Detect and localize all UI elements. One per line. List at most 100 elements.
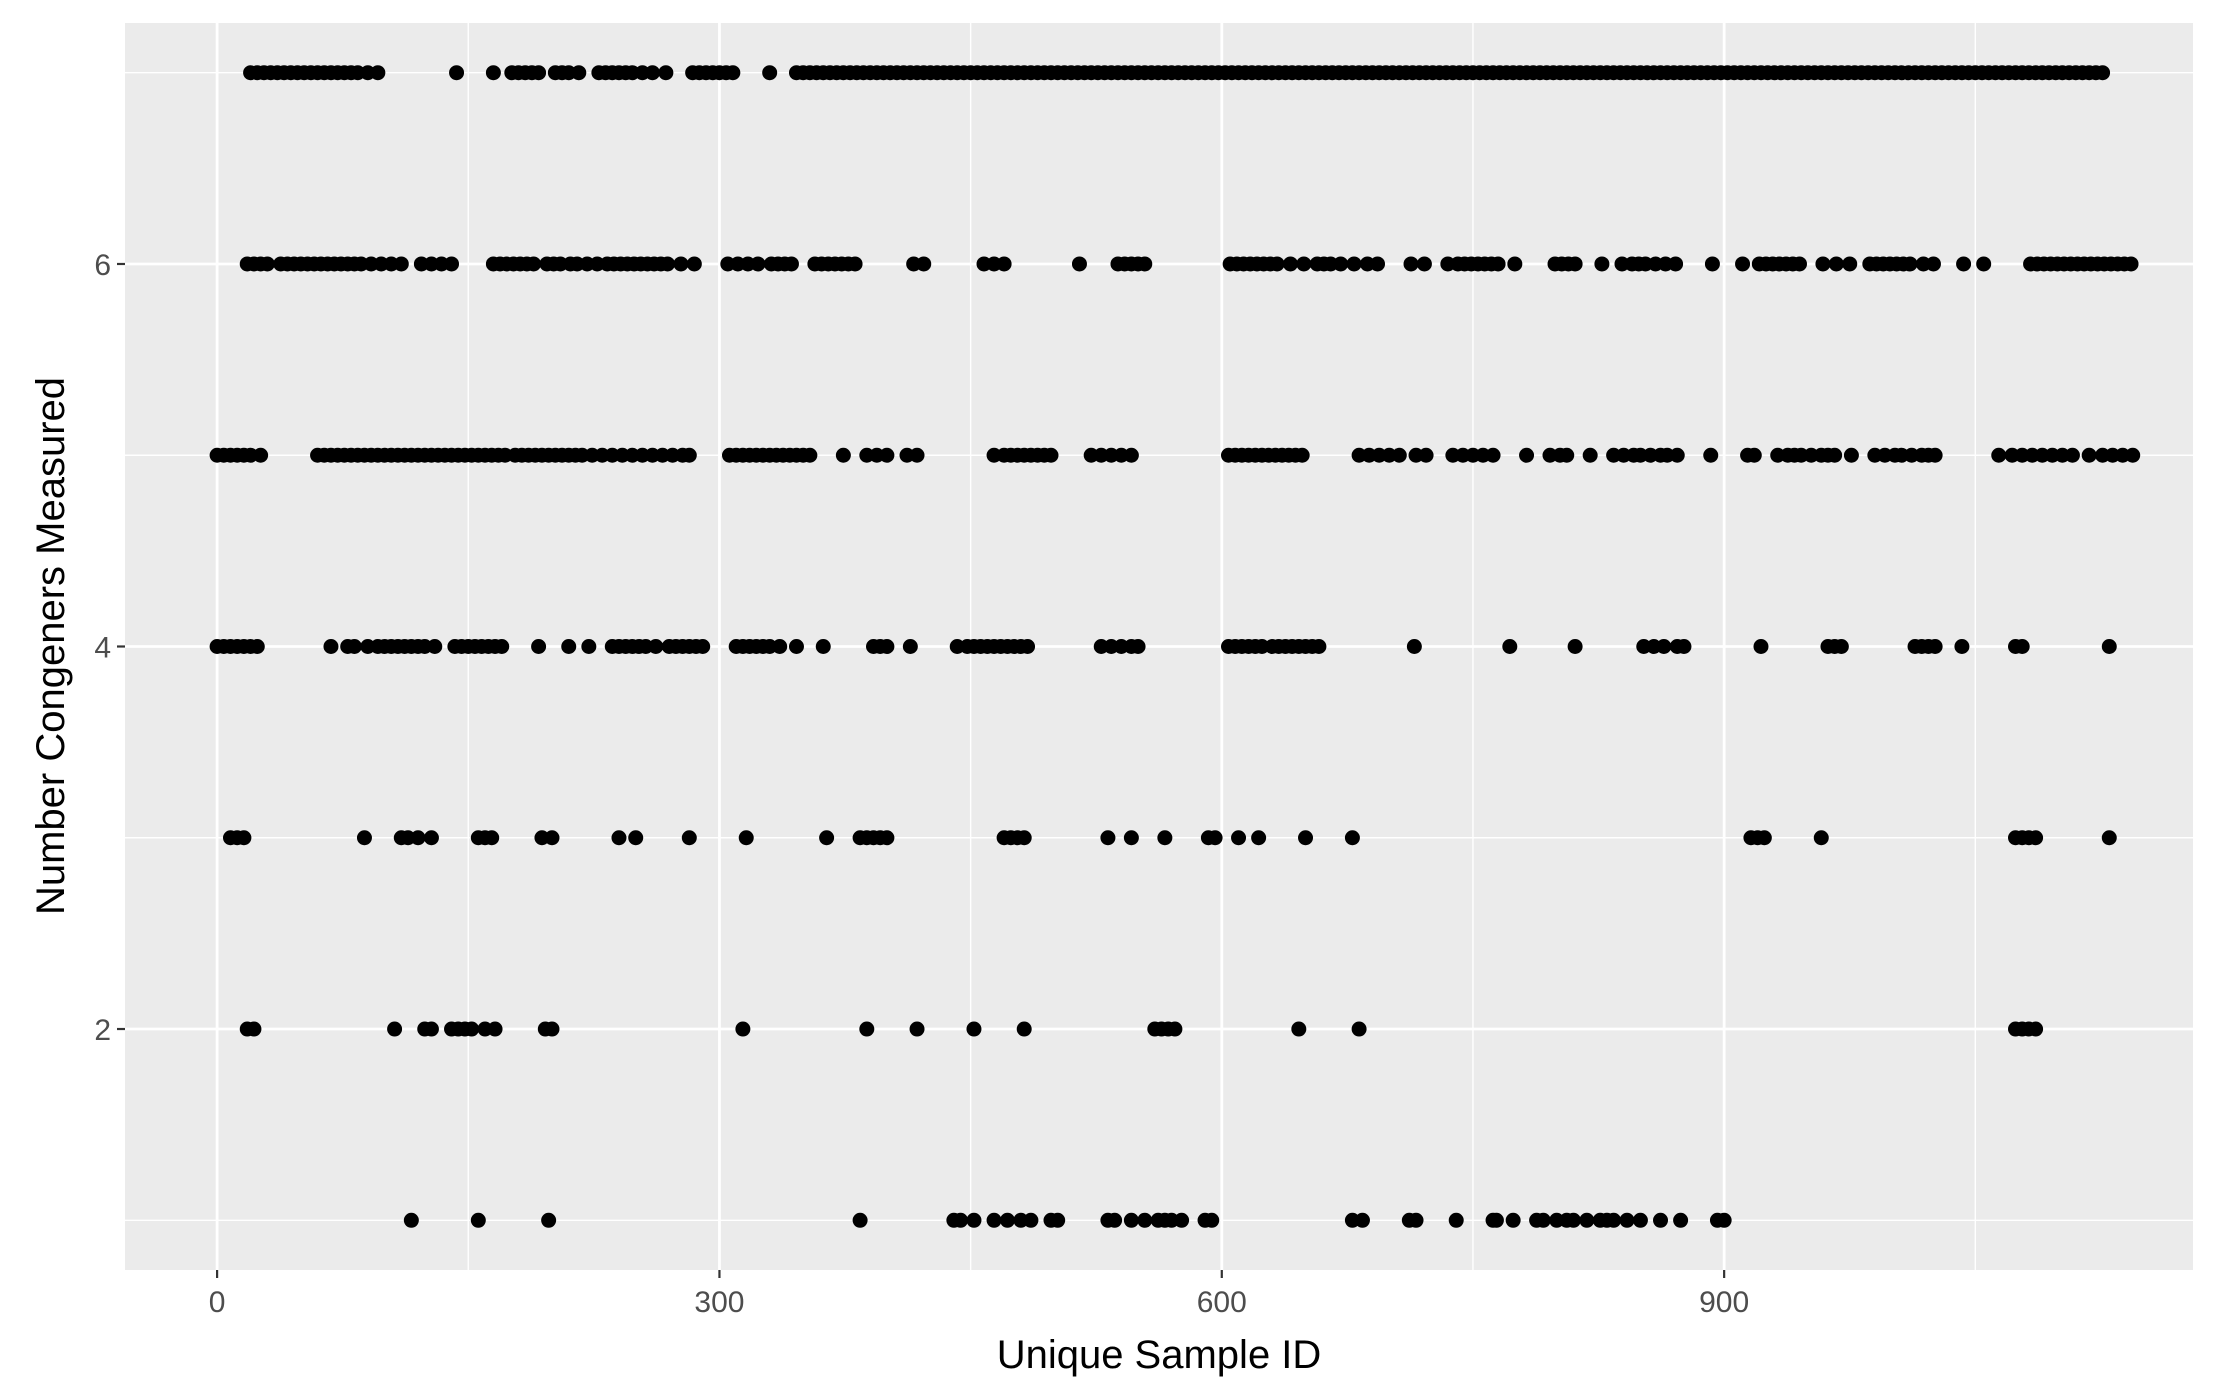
y-tick-label: 2 bbox=[94, 1014, 111, 1047]
data-point bbox=[835, 447, 851, 463]
data-point bbox=[772, 639, 788, 654]
data-point bbox=[1956, 256, 1972, 272]
data-point bbox=[1043, 447, 1059, 463]
data-point bbox=[323, 639, 339, 654]
data-point bbox=[346, 639, 362, 654]
data-point bbox=[1370, 256, 1386, 272]
data-point bbox=[544, 1021, 560, 1037]
data-point bbox=[2095, 65, 2111, 81]
data-point bbox=[1403, 256, 1419, 272]
data-point bbox=[1756, 830, 1772, 846]
data-point bbox=[815, 639, 831, 654]
data-point bbox=[1925, 256, 1941, 272]
data-point bbox=[902, 639, 918, 654]
data-point bbox=[819, 830, 835, 846]
data-point bbox=[750, 256, 766, 272]
data-point bbox=[1351, 1021, 1367, 1037]
data-point bbox=[1927, 447, 1943, 463]
data-point bbox=[1735, 256, 1751, 272]
data-point bbox=[1656, 639, 1672, 654]
data-point bbox=[1107, 1212, 1123, 1228]
data-point bbox=[2101, 639, 2117, 654]
data-point bbox=[725, 65, 741, 81]
data-point bbox=[1416, 256, 1432, 272]
data-point bbox=[571, 65, 587, 81]
data-point bbox=[526, 256, 542, 272]
data-point bbox=[953, 1212, 969, 1228]
data-point bbox=[2125, 447, 2141, 463]
data-point bbox=[783, 256, 799, 272]
data-point bbox=[879, 830, 895, 846]
data-point bbox=[648, 639, 664, 654]
data-point bbox=[249, 639, 265, 654]
data-point bbox=[2101, 830, 2117, 846]
data-point bbox=[1753, 639, 1769, 654]
data-point bbox=[464, 1021, 480, 1037]
data-point bbox=[658, 65, 674, 81]
data-point bbox=[1406, 639, 1422, 654]
data-point bbox=[1485, 447, 1501, 463]
data-point bbox=[909, 447, 925, 463]
data-point bbox=[2123, 256, 2139, 272]
data-point bbox=[393, 256, 409, 272]
data-point bbox=[909, 1021, 925, 1037]
data-point bbox=[859, 1021, 875, 1037]
data-point bbox=[611, 830, 627, 846]
data-point bbox=[1251, 830, 1267, 846]
data-point bbox=[1282, 256, 1298, 272]
data-point bbox=[2028, 1021, 2044, 1037]
data-point bbox=[1123, 1212, 1139, 1228]
data-point bbox=[1827, 447, 1843, 463]
data-point bbox=[1100, 830, 1116, 846]
data-point bbox=[628, 830, 644, 846]
data-point bbox=[1346, 256, 1362, 272]
x-tick-label: 300 bbox=[694, 1286, 744, 1319]
data-point bbox=[1016, 1021, 1032, 1037]
data-point bbox=[484, 830, 500, 846]
data-point bbox=[1991, 447, 2007, 463]
data-point bbox=[1123, 447, 1139, 463]
data-point bbox=[1653, 1212, 1669, 1228]
data-point bbox=[1311, 639, 1327, 654]
data-point bbox=[1902, 256, 1918, 272]
data-point bbox=[1130, 639, 1146, 654]
data-point bbox=[403, 1212, 419, 1228]
data-point bbox=[423, 1021, 439, 1037]
data-point bbox=[916, 256, 932, 272]
data-point bbox=[1071, 256, 1087, 272]
x-tick-label: 600 bbox=[1197, 1286, 1247, 1319]
data-point bbox=[1137, 1212, 1153, 1228]
data-point bbox=[1023, 1212, 1039, 1228]
data-point bbox=[1298, 830, 1314, 846]
data-point bbox=[561, 639, 577, 654]
data-point bbox=[1408, 1212, 1424, 1228]
data-point bbox=[1582, 447, 1598, 463]
data-point bbox=[1333, 256, 1349, 272]
data-point bbox=[1579, 1212, 1595, 1228]
data-point bbox=[681, 830, 697, 846]
data-point bbox=[494, 639, 510, 654]
data-point bbox=[1833, 639, 1849, 654]
data-point bbox=[986, 1212, 1002, 1228]
data-point bbox=[966, 1212, 982, 1228]
data-point bbox=[1519, 447, 1535, 463]
data-point bbox=[1676, 639, 1692, 654]
data-point bbox=[1448, 1212, 1464, 1228]
data-point bbox=[762, 65, 778, 81]
data-point bbox=[1294, 447, 1310, 463]
data-points bbox=[209, 65, 2141, 1228]
data-point bbox=[541, 1212, 557, 1228]
data-point bbox=[1354, 1212, 1370, 1228]
data-point bbox=[802, 447, 818, 463]
y-tick-label: 4 bbox=[94, 632, 111, 665]
data-point bbox=[1137, 256, 1153, 272]
data-point bbox=[1507, 256, 1523, 272]
data-point bbox=[1594, 256, 1610, 272]
data-point bbox=[695, 639, 711, 654]
data-point bbox=[1669, 447, 1685, 463]
data-point bbox=[1490, 256, 1506, 272]
data-point bbox=[1927, 639, 1943, 654]
y-axis-title: Number Congeners Measured bbox=[29, 377, 73, 915]
data-point bbox=[1167, 1021, 1183, 1037]
data-point bbox=[427, 639, 443, 654]
